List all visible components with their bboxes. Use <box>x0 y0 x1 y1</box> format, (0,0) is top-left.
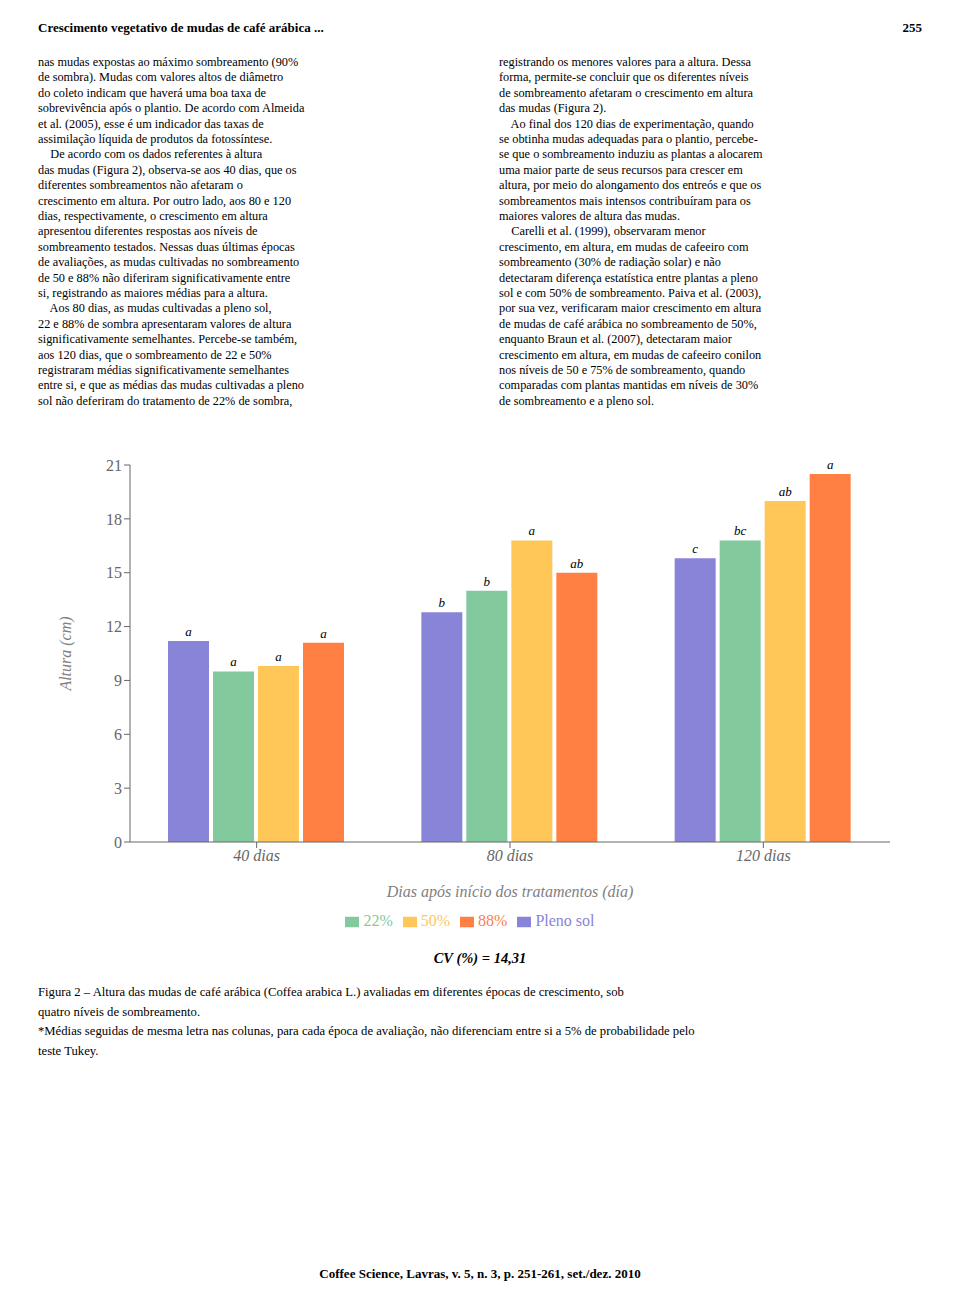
html-text:entre si, e que as médias das: entre si, e que as médias das mudas cult… <box>38 378 304 393</box>
svg-text:ab: ab <box>779 484 793 499</box>
svg-text:3: 3 <box>114 780 122 797</box>
html-text:Figura 2 – Altura das mudas de: Figura 2 – Altura das mudas de café aráb… <box>38 985 624 999</box>
html-text:significativamente semelhantes: significativamente semelhantes. Percebe-… <box>38 332 298 347</box>
svg-text:ab: ab <box>570 556 584 571</box>
html-text:sombreamento (30% de radiação: sombreamento (30% de radiação solar) e n… <box>499 255 721 270</box>
html-text:sombreamento testados. Nessas: sombreamento testados. Nessas duas últim… <box>38 239 295 254</box>
svg-text:b: b <box>439 595 446 610</box>
html-text:sombreamentos mais intensos co: sombreamentos mais intensos contribuíram… <box>499 193 751 208</box>
svg-text:a: a <box>185 624 192 639</box>
svg-text:12: 12 <box>106 618 122 635</box>
html-text:Crescimento vegetativo de muda: Crescimento vegetativo de mudas de café … <box>38 20 324 35</box>
html-text:quatro níveis de sombreamento.: quatro níveis de sombreamento. <box>38 1004 201 1019</box>
html-text:por sua vez, verificaram maior: por sua vez, verificaram maior crescimen… <box>499 301 762 316</box>
svg-text:a: a <box>320 626 327 641</box>
svg-text:6: 6 <box>114 726 122 743</box>
html-text:Carelli et al. (1999), observa: Carelli et al. (1999), observaram menor <box>499 224 706 239</box>
html-text:nas mudas expostas ao máximo s: nas mudas expostas ao máximo sombreament… <box>38 55 299 69</box>
svg-text:40 dias: 40 dias <box>233 847 280 864</box>
html-text:altura, por meio do alongament: altura, por meio do alongamento dos entr… <box>499 178 762 193</box>
html-text:apresentou diferentes resposta: apresentou diferentes respostas aos níve… <box>38 224 258 239</box>
svg-text:9: 9 <box>114 672 122 689</box>
html-text:enquanto Braun et al. (2007),: enquanto Braun et al. (2007), detectaram… <box>499 332 732 347</box>
svg-text:80 dias: 80 dias <box>487 847 534 864</box>
html-text:Ao final dos 120 dias de exper: Ao final dos 120 dias de experimentação,… <box>499 116 754 131</box>
html-text:forma, permite-se concluir que: forma, permite-se concluir que os difere… <box>499 70 749 85</box>
svg-text:b: b <box>484 574 491 589</box>
html-text:comparadas com plantas mantida: comparadas com plantas mantidas em nívei… <box>499 378 759 393</box>
html-text:registraram médias significati: registraram médias significativamente se… <box>38 363 289 377</box>
html-text:maiores valores de altura das: maiores valores de altura das mudas. <box>499 209 680 223</box>
html-text:de avaliações, as mudas cultiv: de avaliações, as mudas cultivadas no so… <box>38 255 300 270</box>
html-text:crescimento, em altura, em mud: crescimento, em altura, em mudas de cafe… <box>499 239 749 254</box>
svg-text:a: a <box>230 654 237 669</box>
html-text:das mudas (Figura 2), observa-: das mudas (Figura 2), observa-se aos 40 … <box>38 162 297 177</box>
html-text:assimilação líquida de produto: assimilação líquida de produtos da fotos… <box>38 132 273 146</box>
html-text:Coffee Science, Lavras, v. 5,: Coffee Science, Lavras, v. 5, n. 3, p. 2… <box>319 1266 641 1281</box>
svg-text:Dias após início dos tratament: Dias após início dos tratamentos (día) <box>386 883 634 901</box>
html-text:dias, respectivamente, o cresc: dias, respectivamente, o crescimento em … <box>38 209 268 223</box>
svg-text:a: a <box>827 457 834 472</box>
html-text:diferentes sombreamentos não a: diferentes sombreamentos não afetaram o <box>38 178 243 193</box>
svg-text:21: 21 <box>106 457 122 474</box>
html-text:88%: 88% <box>478 912 508 929</box>
svg-text:120 dias: 120 dias <box>736 847 791 864</box>
svg-text:bc: bc <box>734 523 747 538</box>
html-text:uma maior parte de seus recurs: uma maior parte de seus recursos para cr… <box>499 162 743 177</box>
html-text:se obtinha mudas adequadas par: se obtinha mudas adequadas para o planti… <box>499 132 758 146</box>
svg-text:Altura (cm): Altura (cm) <box>57 616 75 691</box>
html-text:si, registrando as maiores méd: si, registrando as maiores médias para a… <box>38 286 268 300</box>
html-text:Pleno sol: Pleno sol <box>535 912 595 929</box>
html-text:crescimento em altura. Por out: crescimento em altura. Por outro lado, a… <box>38 193 291 208</box>
html-text:de sombreamento afetaram o cre: de sombreamento afetaram o crescimento e… <box>499 85 753 100</box>
html-text:registrando os menores valores: registrando os menores valores para a al… <box>499 55 751 69</box>
html-text:22%: 22% <box>363 912 393 929</box>
html-text:sol não deferiram do tratament: sol não deferiram do tratamento de 22% d… <box>38 393 293 408</box>
html-text:de sombreamento e a pleno sol.: de sombreamento e a pleno sol. <box>499 393 654 408</box>
html-text:do coleto indicam que haverá u: do coleto indicam que haverá uma boa tax… <box>38 85 267 100</box>
svg-text:15: 15 <box>106 564 122 581</box>
html-text:de mudas de café arábica no so: de mudas de café arábica no sombreamento… <box>499 316 757 331</box>
html-text:nos níveis de 50 e 75% de somb: nos níveis de 50 e 75% de sombreamento, … <box>499 363 746 377</box>
svg-text:a: a <box>275 649 282 664</box>
html-text:De acordo com os dados referen: De acordo com os dados referentes à altu… <box>38 147 263 162</box>
html-text:de 50 e 88% não diferiram sign: de 50 e 88% não diferiram significativam… <box>38 270 291 285</box>
html-text:sol e com 50% de sombreamento.: sol e com 50% de sombreamento. Paiva et … <box>499 286 762 300</box>
html-text:se que o sombreamento induziu: se que o sombreamento induziu as plantas… <box>499 147 763 162</box>
svg-text:c: c <box>692 541 698 556</box>
html-text:detectaram diferença estatísti: detectaram diferença estatística entre p… <box>499 270 758 285</box>
html-text:22 e 88% de sombra apresentara: 22 e 88% de sombra apresentaram valores … <box>38 316 292 331</box>
svg-text:a: a <box>529 523 536 538</box>
html-text:sobrevivência após o plantio.: sobrevivência após o plantio. De acordo … <box>38 101 305 116</box>
html-text:crescimento em altura, em muda: crescimento em altura, em mudas de cafee… <box>499 347 762 362</box>
svg-text:0: 0 <box>114 834 122 851</box>
html-text:et al. (2005), esse é um indic: et al. (2005), esse é um indicador das t… <box>38 116 264 131</box>
html-text:*Médias seguidas de mesma letr: *Médias seguidas de mesma letra nas colu… <box>38 1024 695 1039</box>
html-text:CV (%) = 14,31: CV (%) = 14,31 <box>433 950 527 966</box>
html-text:de sombra). Mudas com valores: de sombra). Mudas com valores altos de d… <box>38 70 284 85</box>
html-text:Aos 80 dias, as mudas cultivad: Aos 80 dias, as mudas cultivadas a pleno… <box>38 301 272 316</box>
html-text:50%: 50% <box>420 912 451 929</box>
html-text:255: 255 <box>902 20 922 35</box>
html-text:das mudas (Figura 2).: das mudas (Figura 2). <box>499 101 607 116</box>
svg-text:18: 18 <box>106 511 122 528</box>
html-text:teste Tukey.: teste Tukey. <box>38 1043 99 1058</box>
html-text:aos 120 dias, que o sombreamen: aos 120 dias, que o sombreamento de 22 e… <box>38 347 272 362</box>
